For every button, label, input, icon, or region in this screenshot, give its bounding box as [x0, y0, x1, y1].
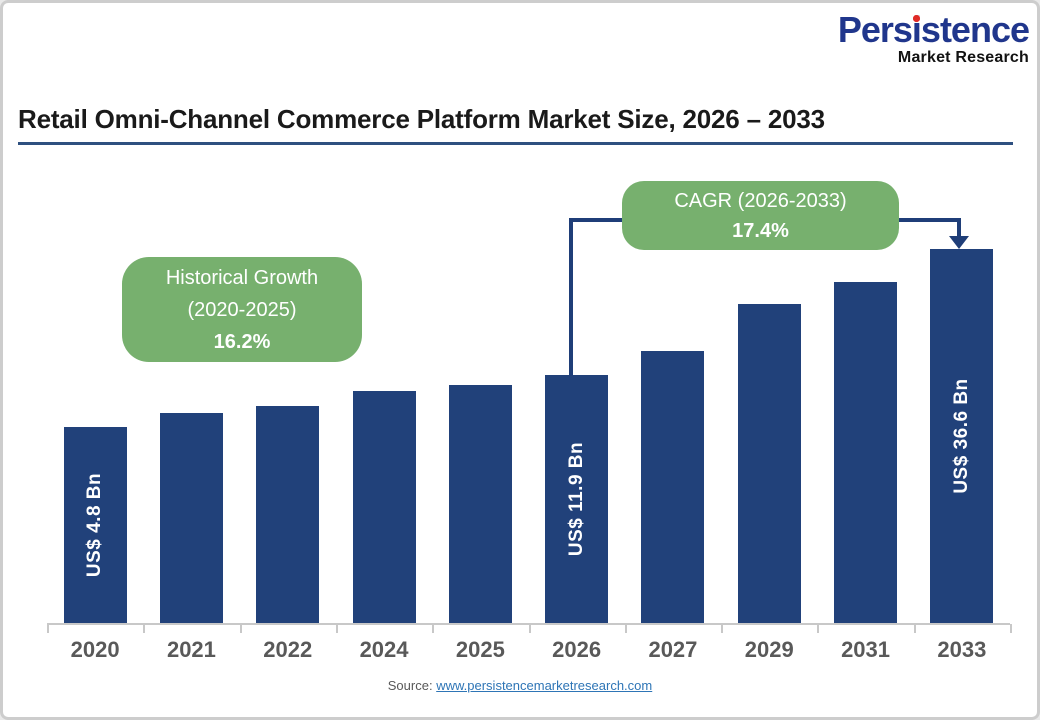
bar-2029 [737, 304, 801, 623]
logo-red-dot-i: i [911, 9, 922, 50]
bar-2027 [641, 351, 705, 623]
x-axis-tick [335, 624, 338, 633]
bar-value-label-2026: US$ 11.9 Bn [565, 441, 587, 557]
x-axis-tick [624, 624, 627, 633]
historical-growth-callout: Historical Growth (2020-2025) 16.2% [122, 257, 362, 362]
x-axis-label-2024: 2024 [359, 637, 409, 662]
x-axis-tick [47, 624, 49, 633]
x-axis-label-2025: 2025 [455, 637, 505, 662]
cagr-bracket-arrow-stem [957, 218, 961, 238]
bar-value-label-2020: US$ 4.8 Bn [84, 472, 106, 578]
x-axis-label-2033: 2033 [937, 637, 987, 662]
x-axis-label-2029: 2029 [744, 637, 794, 662]
cagr-arrow-down-icon [949, 236, 969, 249]
bar-2024 [352, 391, 416, 623]
bar-2026: US$ 11.9 Bn [545, 375, 609, 623]
x-axis-tick [528, 624, 531, 633]
x-axis-tick [721, 624, 724, 633]
logo-tagline: Market Research [897, 49, 1029, 66]
historical-growth-value: 16.2% [213, 331, 271, 353]
logo-brand-post: stence [920, 9, 1030, 50]
x-axis-tick [817, 624, 820, 633]
cagr-bracket-vertical-line [569, 218, 573, 376]
cagr-value: 17.4% [732, 220, 789, 242]
logo-brand-pre: Pers [837, 9, 913, 50]
bar-value-label-2033: US$ 36.6 Bn [950, 378, 972, 494]
x-axis-tick [913, 624, 916, 633]
x-axis-tick [239, 624, 242, 633]
persistence-market-research-logo: Persistence Market Research [837, 9, 1030, 66]
source-prefix: Source: [387, 678, 433, 693]
source-link[interactable]: www.persistencemarketresearch.com [436, 678, 653, 693]
x-axis-tick [432, 624, 435, 633]
x-axis-label-2020: 2020 [70, 637, 120, 662]
historical-growth-period: (2020-2025) [187, 299, 297, 321]
historical-growth-label: Historical Growth [165, 267, 319, 289]
cagr-label: CAGR (2026-2033) [674, 190, 847, 212]
bar-2031 [834, 282, 898, 623]
bar-2033: US$ 36.6 Bn [930, 249, 994, 623]
bar-2025 [448, 385, 512, 623]
source-line: Source: www.persistencemarketresearch.co… [0, 678, 1040, 693]
logo-brand-text: Persistence [837, 9, 1030, 50]
bar-2021 [159, 413, 223, 623]
bar-2020: US$ 4.8 Bn [63, 427, 127, 623]
x-axis-tick [143, 624, 146, 633]
x-axis-label-2031: 2031 [841, 637, 891, 662]
x-axis-label-2026: 2026 [552, 637, 602, 662]
cagr-callout: CAGR (2026-2033) 17.4% [622, 181, 899, 250]
x-axis-label-2021: 2021 [166, 637, 216, 662]
x-axis-label-2022: 2022 [263, 637, 313, 662]
x-axis-tick [1010, 624, 1012, 633]
bar-2022 [256, 406, 320, 623]
x-axis-label-2027: 2027 [648, 637, 698, 662]
chart-title: Retail Omni-Channel Commerce Platform Ma… [18, 104, 1013, 145]
